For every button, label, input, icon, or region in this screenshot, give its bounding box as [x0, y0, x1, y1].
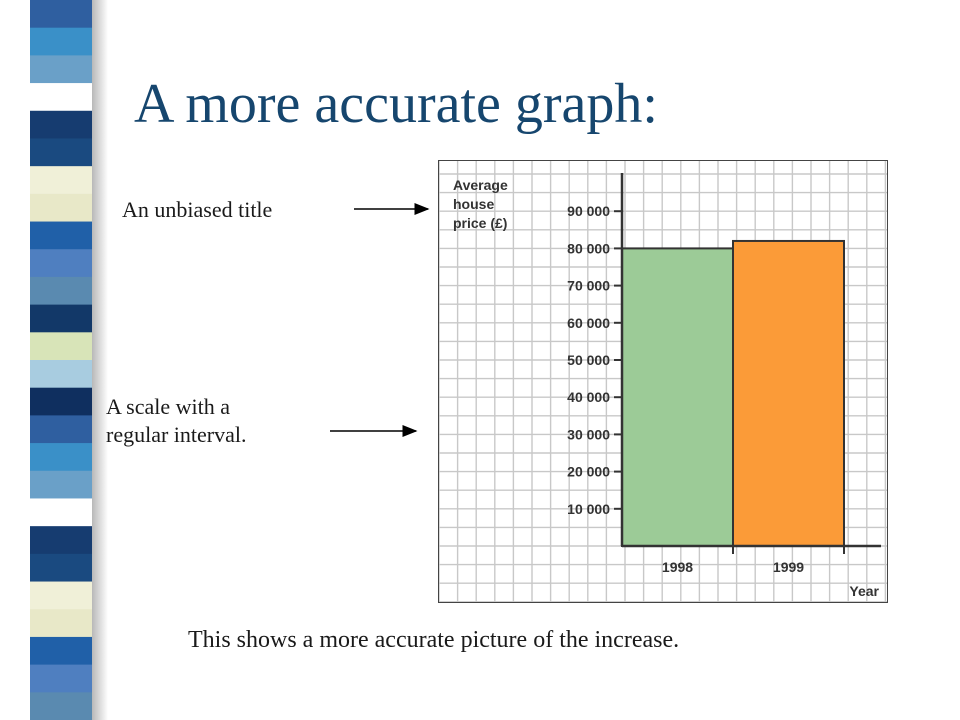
stripe-block — [30, 166, 92, 195]
bar-chart: 1998 1999 10 000 20 000 30 000 40 000 50 000 60… — [439, 161, 887, 602]
stripe-block — [30, 415, 92, 445]
stripe-block — [30, 692, 92, 720]
stripe-block — [30, 249, 92, 278]
stripe-block — [30, 221, 92, 251]
stripe-block — [30, 83, 92, 112]
y-tick-label: 30 000 — [567, 426, 610, 442]
y-axis-label-line: house — [453, 196, 494, 212]
slide-title: A more accurate graph: — [134, 73, 658, 135]
stripe-block — [30, 138, 92, 168]
annotation-unbiased-title: An unbiased title — [122, 197, 273, 222]
stripe-block — [30, 609, 92, 638]
stripe-block — [30, 498, 92, 528]
annotation-regular-scale: A scale with a regular interval. — [106, 393, 247, 449]
y-axis-label-line: Average — [453, 177, 508, 193]
stripe-block — [30, 55, 92, 85]
x-tick-label: 1999 — [773, 559, 804, 575]
stripe-shadow — [92, 0, 108, 720]
y-tick-label: 50 000 — [567, 352, 610, 368]
x-tick-label: 1998 — [662, 559, 693, 575]
y-tick-label: 10 000 — [567, 501, 610, 517]
stripe-block — [30, 110, 92, 140]
stripe-block — [30, 636, 92, 666]
y-tick-label: 70 000 — [567, 278, 610, 294]
y-axis-label-line: price (£) — [453, 215, 507, 231]
stripe-block — [30, 0, 92, 29]
y-tick-label: 90 000 — [567, 203, 610, 219]
y-axis-label: Average house price (£) — [453, 177, 508, 231]
y-tick-label: 80 000 — [567, 240, 610, 256]
stripe-block — [30, 304, 92, 334]
chart-panel: 1998 1999 10 000 20 000 30 000 40 000 50 000 60… — [438, 160, 888, 603]
stripe-block — [30, 664, 92, 694]
stripe-block — [30, 387, 92, 417]
stripe-block — [30, 332, 92, 361]
y-tick-label: 40 000 — [567, 389, 610, 405]
x-axis-label: Year — [849, 583, 879, 599]
caption: This shows a more accurate picture of th… — [188, 627, 680, 653]
annotation-scale-line-1: A scale with a — [106, 394, 231, 419]
stripe-block — [30, 193, 92, 223]
decorative-stripe — [30, 0, 92, 720]
annotation-scale-line-2: regular interval. — [106, 422, 247, 447]
stripe-block — [30, 470, 92, 500]
bar-1999 — [732, 239, 845, 548]
bar-1998 — [621, 247, 734, 548]
stripe-block — [30, 553, 92, 583]
stripe-block — [30, 443, 92, 472]
stripe-block — [30, 526, 92, 555]
stripe-block — [30, 27, 92, 57]
stripe-block — [30, 276, 92, 306]
y-tick-label: 20 000 — [567, 464, 610, 480]
y-tick-label: 60 000 — [567, 315, 610, 331]
stripe-block — [30, 360, 92, 389]
stripe-block — [30, 581, 92, 611]
